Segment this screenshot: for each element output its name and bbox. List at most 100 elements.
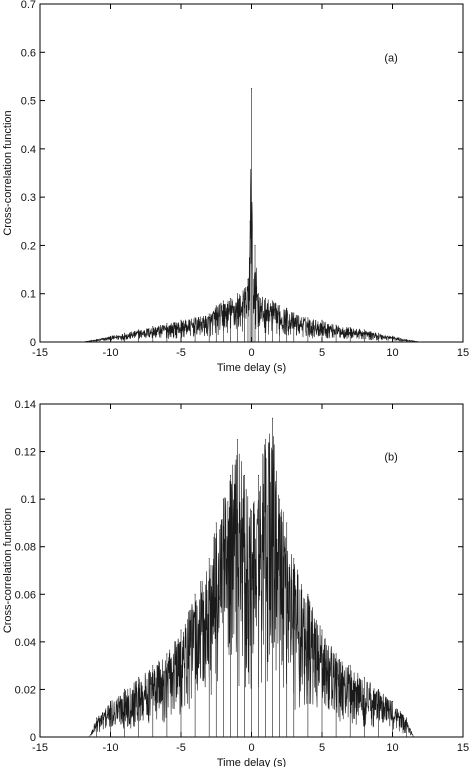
data-point: [124, 688, 126, 690]
y-axis-label: Cross-correlation function: [2, 508, 14, 633]
data-point: [293, 312, 295, 314]
data-point: [335, 324, 337, 326]
x-axis-label: Time delay (s): [217, 362, 286, 374]
data-point: [279, 498, 281, 500]
data-point: [152, 665, 154, 667]
y-tick-label: 0.12: [15, 447, 36, 459]
data-point: [272, 300, 274, 302]
data-point: [166, 653, 168, 655]
data-point: [81, 341, 83, 343]
data-point: [124, 332, 126, 334]
x-tick-label: 10: [386, 742, 398, 754]
x-axis-label: Time delay (s): [217, 757, 286, 767]
data-point: [307, 317, 309, 319]
y-tick-label: 0.6: [21, 47, 36, 59]
x-tick-label: 5: [319, 742, 325, 754]
y-tick-label: 0.1: [21, 494, 36, 506]
data-point: [377, 688, 379, 690]
data-point: [180, 629, 182, 631]
data-point: [279, 305, 281, 307]
data-point: [138, 677, 140, 679]
y-tick-label: 0.02: [15, 684, 36, 696]
chart-b: -15 -10 -5 0 5 10 15 0 0.02 0.04 0.06 0.08 0.1 0.12 0.…: [2, 399, 469, 767]
data-point: [293, 558, 295, 560]
data-point: [272, 417, 274, 419]
x-tick-label: 15: [457, 742, 469, 754]
data-point: [208, 313, 210, 315]
data-point: [215, 522, 217, 524]
x-tick-label: 10: [386, 347, 398, 359]
data-point: [222, 498, 224, 500]
x-tick-label: 0: [248, 742, 254, 754]
x-tick-label: 15: [457, 347, 469, 359]
x-tick-label: -10: [103, 742, 119, 754]
x-tick-label: 0: [248, 347, 254, 359]
data-point: [243, 288, 245, 290]
data-point: [247, 278, 249, 280]
data-point: [286, 307, 288, 309]
y-tick-label: 0.04: [15, 637, 36, 649]
data-point: [377, 332, 379, 334]
data-point: [265, 298, 267, 300]
data-point: [286, 522, 288, 524]
data-point: [307, 593, 309, 595]
data-point: [392, 700, 393, 702]
y-tick-label: 0: [30, 732, 36, 744]
data-point: [321, 629, 323, 631]
data-point: [349, 327, 351, 329]
data-point: [222, 300, 224, 302]
y-tick-label: 0.08: [15, 542, 36, 554]
series-line: [82, 88, 421, 342]
data-point: [335, 653, 337, 655]
data-point: [229, 474, 231, 476]
y-axis-label: Cross-correlation function: [2, 110, 14, 235]
data-point: [420, 341, 422, 343]
data-point: [258, 474, 260, 476]
panel-annotation: (a): [384, 52, 397, 64]
data-point: [95, 339, 97, 341]
y-tick-label: 0.2: [21, 240, 36, 252]
data-point: [110, 335, 111, 337]
x-tick-label: -10: [103, 347, 119, 359]
x-tick-label: 5: [319, 347, 325, 359]
y-tick-label: 0.4: [21, 144, 36, 156]
data-point: [265, 439, 267, 441]
y-tick-label: 0.1: [21, 289, 36, 301]
data-point: [406, 717, 408, 719]
data-point: [95, 717, 97, 719]
data-point: [254, 244, 256, 246]
data-point: [392, 335, 393, 337]
y-tick-label: 0.06: [15, 589, 36, 601]
data-point: [252, 283, 254, 285]
data-point: [363, 329, 365, 331]
data-point: [194, 593, 196, 595]
data-point: [194, 317, 196, 319]
x-tick-label: -5: [176, 347, 186, 359]
data-point: [321, 319, 323, 321]
data-point: [406, 339, 408, 341]
data-point: [251, 88, 252, 89]
data-point: [208, 558, 210, 560]
data-point: [243, 474, 245, 476]
data-point: [251, 510, 252, 512]
data-point: [236, 293, 238, 295]
data-point: [229, 298, 231, 300]
series-line: [89, 418, 414, 737]
panel-annotation: (b): [384, 452, 397, 464]
x-tick-label: -5: [176, 742, 186, 754]
data-point: [215, 305, 217, 307]
data-point: [413, 736, 415, 738]
data-point: [349, 665, 351, 667]
data-point: [249, 220, 251, 222]
data-point: [110, 700, 111, 702]
data-point: [258, 293, 260, 295]
data-point: [152, 326, 154, 328]
y-tick-label: 0.5: [21, 96, 36, 108]
x-tick-label: -15: [32, 742, 48, 754]
y-tick-label: 0: [30, 337, 36, 349]
x-tick-label: -15: [32, 347, 48, 359]
data-point: [363, 677, 365, 679]
data-point: [180, 319, 182, 321]
y-tick-label: 0.7: [21, 0, 36, 11]
data-point: [138, 329, 140, 331]
